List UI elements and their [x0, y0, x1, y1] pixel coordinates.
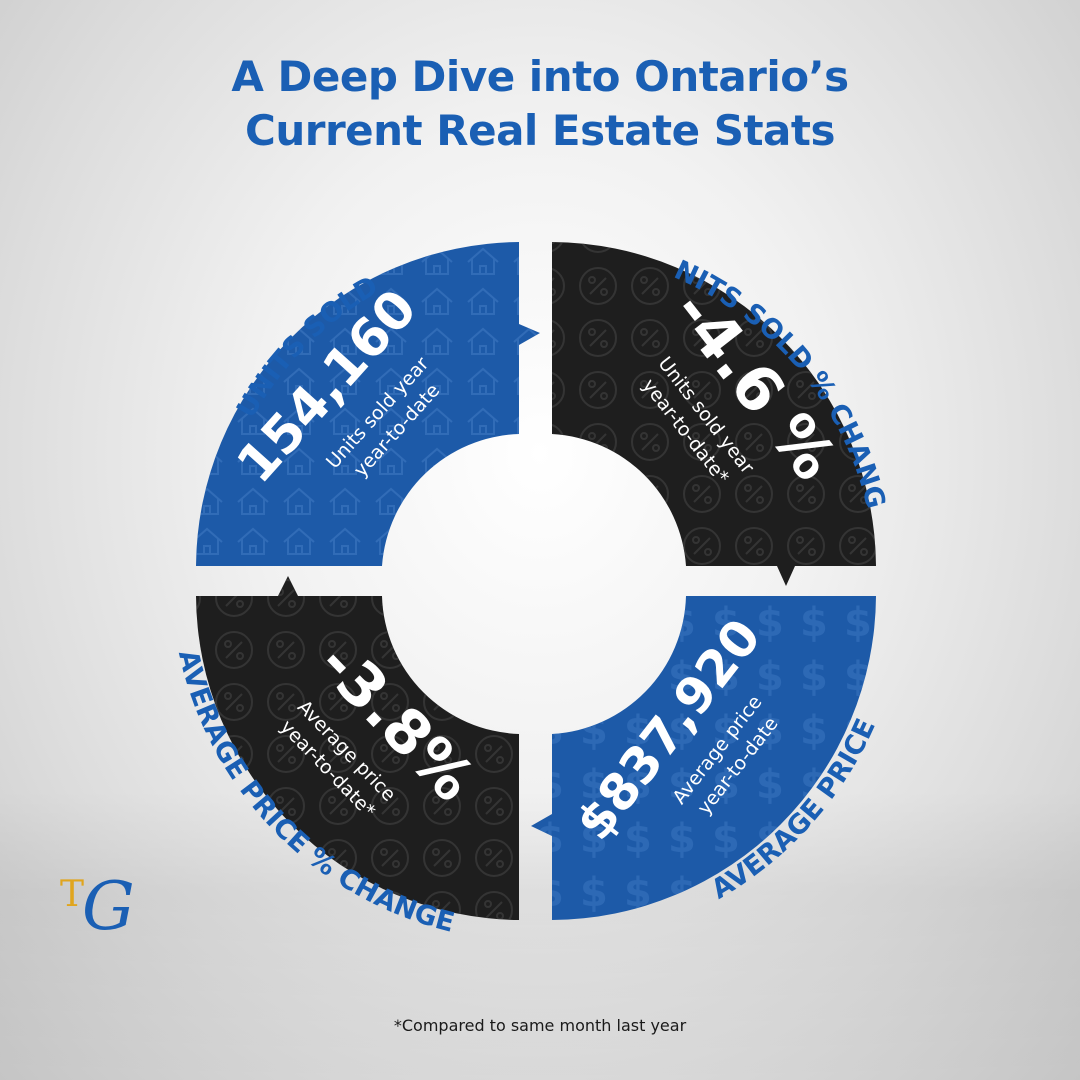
segment-units-sold	[196, 242, 540, 566]
title-line-1: A Deep Dive into Ontario’s	[231, 52, 849, 101]
floor-shadow	[0, 790, 1080, 1080]
logo-letter-g: G	[82, 868, 135, 945]
segment-average-price	[531, 596, 876, 920]
logo-letter-t: T	[60, 874, 85, 915]
title-line-2: Current Real Estate Stats	[245, 106, 835, 155]
tg-logo: T G	[56, 868, 146, 958]
footnote: *Compared to same month last year	[393, 1016, 687, 1035]
page-title: A Deep Dive into Ontario’s Current Real …	[0, 50, 1080, 158]
segment-units-sold-change	[552, 242, 876, 586]
segment-average-price-change	[196, 576, 519, 920]
